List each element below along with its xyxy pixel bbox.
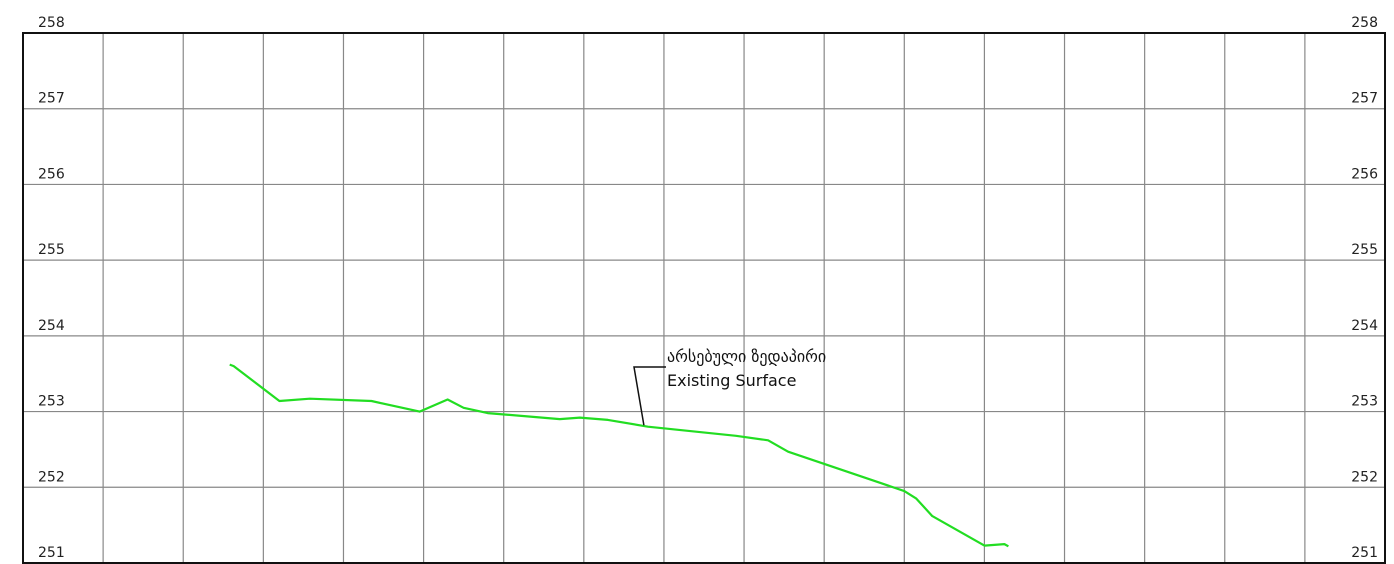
y-tick-label-left: 253 <box>38 394 65 410</box>
existing-surface-line <box>229 363 1009 548</box>
y-tick-label-left: 251 <box>38 545 65 561</box>
y-tick-label-left: 257 <box>38 91 65 107</box>
annotation-label-english: Existing Surface <box>667 371 796 390</box>
y-tick-label-right: 255 <box>1351 242 1378 258</box>
y-tick-label-right: 252 <box>1351 469 1378 485</box>
y-tick-label-right: 258 <box>1351 15 1378 31</box>
y-tick-label-right: 251 <box>1351 545 1378 561</box>
y-tick-label-left: 254 <box>38 318 65 334</box>
y-tick-label-left: 256 <box>38 166 65 182</box>
plot-border <box>22 32 1386 564</box>
annotation-leader-line <box>633 366 666 426</box>
y-tick-label-left: 258 <box>38 15 65 31</box>
y-tick-labels-left: 258 257 256 255 254 253 252 251 <box>38 15 65 561</box>
horizontal-gridlines <box>23 108 1385 488</box>
vertical-gridlines <box>102 33 1306 563</box>
y-tick-labels-right: 258 257 256 255 254 253 252 251 <box>1351 15 1378 561</box>
annotation-label-georgian: არსებული ზედაპირი <box>667 347 826 366</box>
y-tick-label-right: 256 <box>1351 166 1378 182</box>
y-tick-label-right: 257 <box>1351 91 1378 107</box>
y-tick-label-left: 255 <box>38 242 65 258</box>
plot-frame <box>23 33 1385 563</box>
y-tick-label-left: 252 <box>38 469 65 485</box>
y-tick-label-right: 254 <box>1351 318 1378 334</box>
y-tick-label-right: 253 <box>1351 394 1378 410</box>
